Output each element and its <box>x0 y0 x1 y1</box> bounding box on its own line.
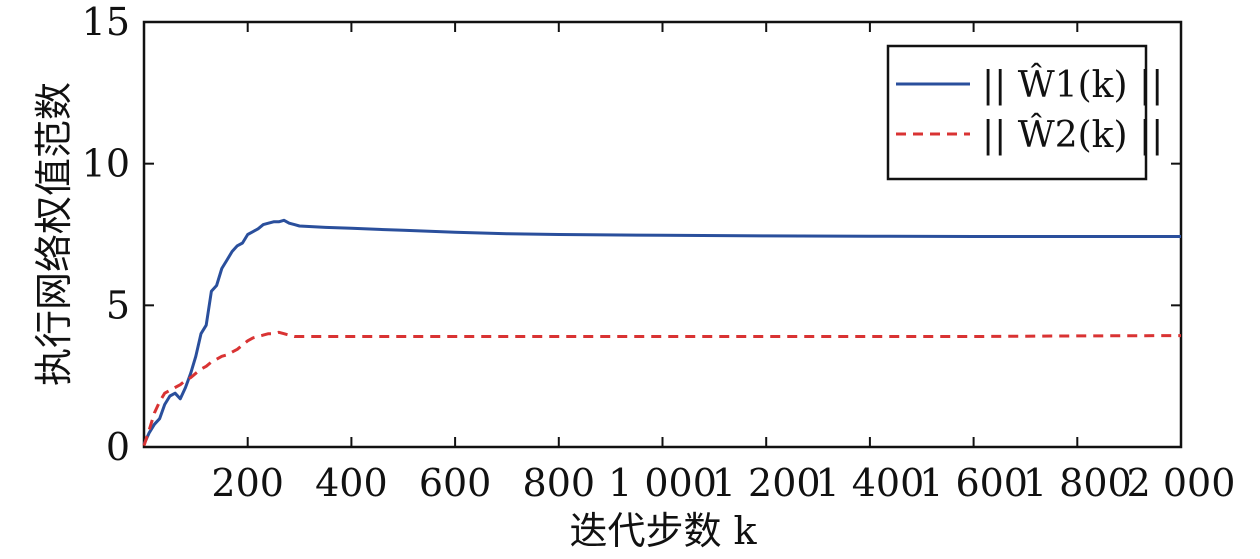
x-tick-label: 1 600 <box>919 461 1028 505</box>
x-tick-label: 1 400 <box>816 461 925 505</box>
x-tick-label: 600 <box>419 461 492 505</box>
y-tick-label: 5 <box>106 283 130 327</box>
x-tick-label: 1 800 <box>1023 461 1132 505</box>
series-line-1 <box>142 218 1181 445</box>
y-axis-title: 执行网络权值范数 <box>32 82 76 386</box>
x-tick-label: 1 000 <box>608 461 717 505</box>
legend-label-series-1: || Ŵ1(k) || <box>982 64 1163 106</box>
legend-box <box>886 44 1148 181</box>
y-tick-label: 10 <box>82 142 130 186</box>
legend-label-series-2: || Ŵ2(k) || <box>982 114 1163 156</box>
x-tick-label: 400 <box>315 461 388 505</box>
legend: || Ŵ1(k) || || Ŵ2(k) || <box>886 44 1163 181</box>
x-tick-label: 1 200 <box>712 461 821 505</box>
y-tick-label: 15 <box>82 0 130 44</box>
x-tick-label: 200 <box>211 461 284 505</box>
series-line-2 <box>142 330 1182 447</box>
x-axis-title: 迭代步数 k <box>569 509 757 553</box>
y-tick-label: 0 <box>106 425 130 469</box>
series-group <box>142 218 1182 447</box>
x-tick-label: 800 <box>523 461 596 505</box>
x-tick-label: 2 000 <box>1127 461 1236 505</box>
